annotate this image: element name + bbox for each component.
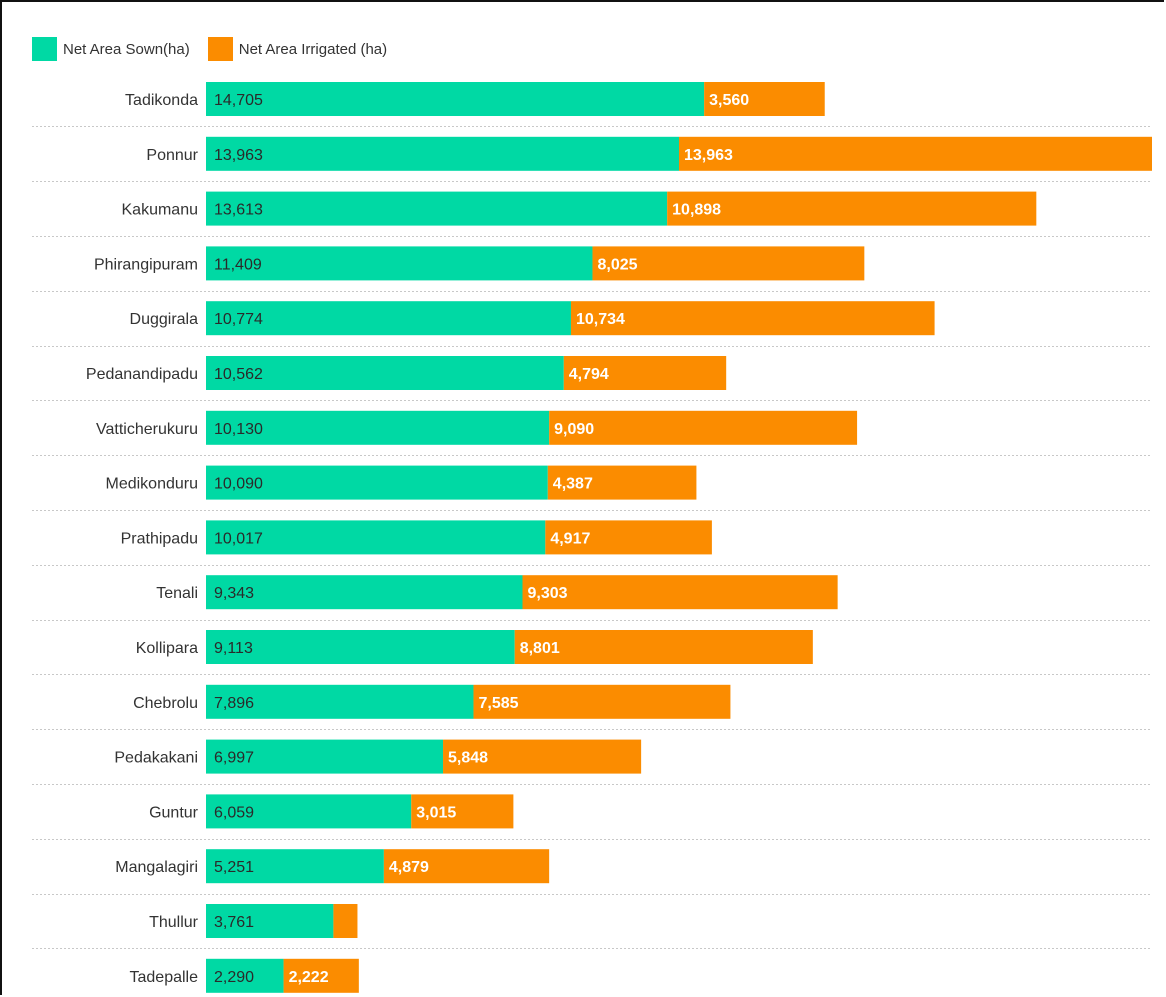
data-label-irrigated: 4,917 xyxy=(550,530,590,547)
category-label: Prathipadu xyxy=(121,530,198,547)
data-label-sown: 6,997 xyxy=(214,750,254,767)
data-label-irrigated: 8,025 xyxy=(597,256,637,273)
bar-sown[interactable] xyxy=(206,137,679,171)
category-label: Duggirala xyxy=(130,311,199,328)
data-label-sown: 10,130 xyxy=(214,421,263,438)
data-label-irrigated: 5,848 xyxy=(448,750,488,767)
category-label: Tadikonda xyxy=(125,92,198,109)
data-label-sown: 10,774 xyxy=(214,311,263,328)
category-label: Pedanandipadu xyxy=(86,366,198,383)
data-label-irrigated: 3,560 xyxy=(709,92,749,109)
data-label-irrigated: 4,387 xyxy=(553,476,593,493)
category-label: Mangalagiri xyxy=(115,859,198,876)
category-label: Pedakakani xyxy=(114,750,198,767)
data-label-irrigated: 13,963 xyxy=(684,147,733,164)
category-label: Chebrolu xyxy=(133,695,198,712)
data-label-sown: 7,896 xyxy=(214,695,254,712)
bar-irrigated[interactable] xyxy=(522,575,837,609)
category-label: Kollipara xyxy=(136,640,198,657)
data-label-sown: 14,705 xyxy=(214,92,263,109)
category-label: Medikonduru xyxy=(106,476,199,493)
bar-sown[interactable] xyxy=(206,192,667,226)
data-label-sown: 2,290 xyxy=(214,969,254,986)
data-label-sown: 13,963 xyxy=(214,147,263,164)
bar-irrigated[interactable] xyxy=(667,192,1036,226)
data-label-irrigated: 9,303 xyxy=(527,585,567,602)
data-label-sown: 9,113 xyxy=(214,640,253,657)
bar-irrigated[interactable] xyxy=(333,904,357,938)
category-label: Tadepalle xyxy=(130,969,199,986)
data-label-irrigated: 7,585 xyxy=(478,695,518,712)
category-label: Phirangipuram xyxy=(94,256,198,273)
bar-sown[interactable] xyxy=(206,82,704,116)
bar-irrigated[interactable] xyxy=(679,137,1152,171)
data-label-irrigated: 2,222 xyxy=(289,969,329,986)
data-label-sown: 11,409 xyxy=(214,256,262,273)
bar-sown[interactable] xyxy=(206,246,592,280)
data-label-irrigated: 10,898 xyxy=(672,202,721,219)
bar-irrigated[interactable] xyxy=(549,411,857,445)
category-label: Vatticherukuru xyxy=(96,421,198,438)
data-label-irrigated: 4,879 xyxy=(389,859,429,876)
data-label-irrigated: 9,090 xyxy=(554,421,594,438)
category-label: Ponnur xyxy=(146,147,198,164)
data-label-sown: 9,343 xyxy=(214,585,254,602)
data-label-irrigated: 3,015 xyxy=(416,804,456,821)
category-label: Kakumanu xyxy=(122,202,199,219)
data-label-irrigated: 10,734 xyxy=(576,311,625,328)
data-label-sown: 10,017 xyxy=(214,530,263,547)
bar-irrigated[interactable] xyxy=(571,301,935,335)
data-label-sown: 5,251 xyxy=(214,859,254,876)
data-label-irrigated: 8,801 xyxy=(520,640,560,657)
data-label-sown: 13,613 xyxy=(214,202,263,219)
data-label-irrigated: 4,794 xyxy=(569,366,609,383)
category-label: Thullur xyxy=(149,914,199,931)
data-label-sown: 3,761 xyxy=(214,914,254,931)
category-label: Tenali xyxy=(156,585,198,602)
data-label-sown: 10,562 xyxy=(214,366,263,383)
category-label: Guntur xyxy=(149,804,199,821)
data-label-sown: 6,059 xyxy=(214,804,254,821)
data-label-sown: 10,090 xyxy=(214,476,263,493)
